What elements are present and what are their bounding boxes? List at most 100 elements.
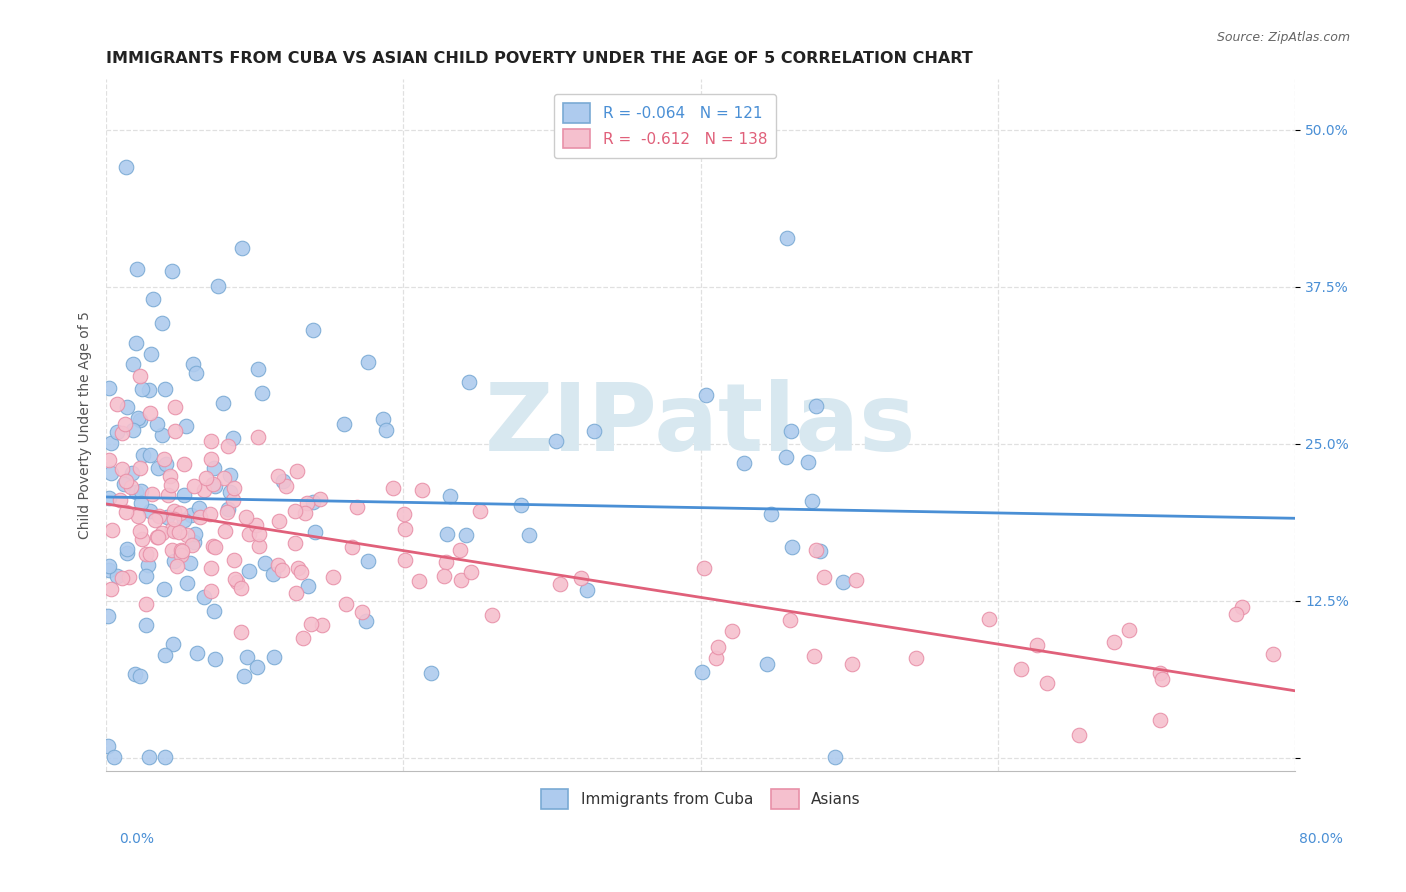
Point: [201, 477, 224, 491]
Point: [97, 608, 120, 623]
Point: [176, 575, 198, 590]
Point: [704, 651, 727, 665]
Point: [354, 615, 377, 629]
Point: [1149, 714, 1171, 728]
Point: [114, 474, 136, 488]
Point: [720, 624, 742, 638]
Point: [127, 411, 149, 425]
Point: [146, 530, 169, 544]
Point: [780, 424, 803, 438]
Point: [160, 477, 183, 491]
Point: [193, 483, 215, 497]
Point: [146, 417, 169, 432]
Point: [707, 640, 730, 654]
Point: [294, 506, 316, 520]
Point: [201, 539, 224, 553]
Point: [224, 482, 246, 496]
Point: [832, 574, 855, 589]
Point: [285, 586, 308, 600]
Point: [238, 564, 260, 578]
Point: [509, 498, 531, 512]
Point: [299, 617, 322, 632]
Point: [434, 555, 457, 569]
Point: [146, 530, 169, 544]
Point: [346, 500, 368, 514]
Point: [105, 425, 128, 439]
Point: [804, 399, 827, 413]
Point: [204, 540, 226, 554]
Point: [200, 451, 222, 466]
Point: [1149, 666, 1171, 681]
Y-axis label: Child Poverty Under the Age of 5: Child Poverty Under the Age of 5: [79, 311, 93, 539]
Point: [322, 570, 344, 584]
Point: [128, 668, 150, 682]
Point: [544, 434, 567, 448]
Point: [160, 264, 183, 278]
Point: [97, 739, 120, 753]
Point: [153, 648, 176, 662]
Point: [755, 657, 778, 671]
Point: [103, 749, 125, 764]
Point: [115, 542, 138, 557]
Point: [135, 597, 157, 611]
Point: [845, 573, 868, 587]
Point: [215, 505, 238, 519]
Point: [194, 471, 217, 485]
Point: [217, 439, 239, 453]
Point: [153, 382, 176, 396]
Point: [204, 652, 226, 666]
Point: [202, 604, 225, 618]
Point: [100, 582, 122, 596]
Point: [150, 316, 173, 330]
Point: [148, 461, 170, 475]
Point: [352, 605, 374, 619]
Point: [153, 749, 176, 764]
Point: [188, 500, 211, 515]
Text: Source: ZipAtlas.com: Source: ZipAtlas.com: [1216, 31, 1350, 45]
Point: [156, 488, 179, 502]
Point: [163, 512, 186, 526]
Point: [193, 591, 215, 605]
Point: [420, 665, 443, 680]
Point: [108, 493, 131, 508]
Point: [231, 241, 253, 255]
Point: [394, 522, 416, 536]
Point: [105, 397, 128, 411]
Point: [114, 160, 136, 174]
Point: [221, 493, 243, 508]
Point: [775, 450, 797, 464]
Point: [172, 544, 194, 558]
Point: [224, 553, 246, 567]
Point: [309, 491, 332, 506]
Point: [214, 524, 236, 539]
Point: [179, 556, 201, 570]
Text: 0.0%: 0.0%: [120, 832, 155, 846]
Point: [173, 457, 195, 471]
Point: [125, 262, 148, 277]
Point: [200, 560, 222, 574]
Point: [904, 651, 927, 665]
Point: [235, 510, 257, 524]
Point: [333, 417, 356, 431]
Point: [115, 401, 138, 415]
Point: [450, 573, 472, 587]
Point: [170, 548, 193, 562]
Point: [155, 457, 177, 471]
Point: [456, 528, 478, 542]
Point: [301, 323, 323, 337]
Point: [135, 617, 157, 632]
Point: [245, 518, 267, 533]
Point: [803, 648, 825, 663]
Point: [693, 561, 716, 575]
Point: [183, 534, 205, 549]
Point: [548, 577, 571, 591]
Point: [159, 468, 181, 483]
Point: [263, 649, 285, 664]
Point: [457, 375, 479, 389]
Point: [470, 504, 492, 518]
Point: [114, 417, 136, 431]
Point: [235, 650, 257, 665]
Point: [841, 657, 863, 672]
Point: [571, 571, 593, 585]
Point: [1263, 647, 1285, 661]
